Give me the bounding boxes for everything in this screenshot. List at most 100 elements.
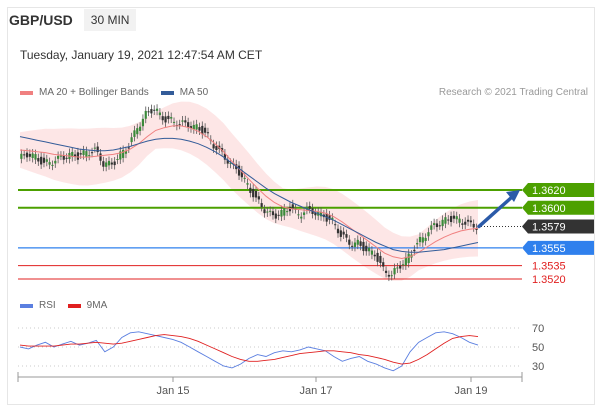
- candle-body: [271, 211, 275, 216]
- candle-body: [153, 109, 156, 111]
- candle-body: [54, 160, 57, 164]
- candle-body: [464, 221, 467, 225]
- x-tick-label: Jan 19: [454, 385, 487, 397]
- candle-body: [416, 243, 419, 245]
- candle-body: [336, 228, 340, 234]
- timeframe-selector[interactable]: 30 MIN: [83, 9, 137, 31]
- candle-body: [88, 155, 91, 157]
- candle-body: [31, 153, 34, 158]
- candle-body: [85, 151, 88, 157]
- ma50-swatch: [160, 90, 174, 95]
- candle-body: [469, 220, 472, 223]
- ma50-line: [19, 136, 479, 253]
- candle-body: [447, 219, 450, 221]
- candle-body: [379, 255, 382, 263]
- x-tick-label: Jan 15: [156, 385, 189, 397]
- candle-body: [266, 211, 269, 213]
- candle-body: [198, 127, 201, 131]
- candle-body: [269, 210, 272, 212]
- candle-body: [399, 265, 402, 269]
- candle-body: [76, 152, 80, 160]
- candle-body: [212, 144, 215, 149]
- candle-body: [226, 159, 229, 164]
- legend-ma50[interactable]: MA 50: [160, 87, 208, 98]
- timestamp: Tuesday, January 19, 2021 12:47:54 AM CE…: [20, 48, 263, 62]
- candle-body: [206, 132, 210, 134]
- rsi-swatch: [20, 303, 33, 308]
- candle-body: [181, 120, 184, 122]
- candle-body: [365, 245, 368, 252]
- candle-body: [401, 264, 405, 266]
- candle-body: [45, 159, 48, 162]
- candle-body: [136, 128, 139, 135]
- candle-body: [96, 146, 99, 153]
- price-legend: MA 20 + Bollinger Bands MA 50: [20, 87, 220, 98]
- candle-body: [359, 241, 362, 246]
- level-tag-text: 1.3600: [532, 203, 566, 215]
- candle-body: [105, 162, 108, 167]
- candle-body: [351, 245, 354, 247]
- candle-body: [73, 154, 77, 157]
- ma9-swatch: [67, 303, 81, 308]
- candle-body: [249, 187, 252, 193]
- candle-body: [305, 206, 309, 210]
- candle-body: [79, 153, 82, 155]
- candle-body: [167, 115, 170, 120]
- candle-body: [40, 156, 43, 165]
- rsi-panel: 70 50 30: [18, 323, 544, 373]
- candle-body: [28, 153, 31, 157]
- candle-body: [444, 217, 447, 224]
- candle-body: [461, 223, 464, 225]
- candle-body: [122, 149, 125, 158]
- candle-body: [393, 268, 396, 275]
- legend-rsi[interactable]: RSI: [20, 300, 56, 311]
- candle-body: [25, 152, 29, 158]
- candle-body: [319, 211, 323, 217]
- candle-body: [373, 254, 376, 257]
- legend-ma20[interactable]: MA 20 + Bollinger Bands: [20, 87, 149, 98]
- candle-body: [356, 239, 359, 245]
- chart-header: GBP/USD 30 MIN: [9, 9, 137, 31]
- candle-body: [127, 147, 130, 149]
- candle-body: [300, 216, 303, 219]
- candle-body: [37, 158, 40, 162]
- candle-body: [260, 203, 263, 207]
- candle-body: [382, 262, 385, 267]
- candle-body: [441, 219, 444, 227]
- candle-body: [164, 116, 167, 123]
- candle-body: [314, 212, 317, 216]
- candle-body: [328, 215, 331, 220]
- candle-body: [90, 152, 94, 154]
- candle-body: [430, 225, 433, 230]
- rsi-legend: RSI 9MA: [20, 300, 119, 311]
- candle-body: [201, 125, 204, 135]
- level-tag-shape: [522, 200, 594, 215]
- candle-body: [133, 130, 136, 137]
- x-tick-label: Jan 17: [299, 385, 332, 397]
- candle-body: [345, 234, 348, 238]
- candle-body: [107, 160, 111, 166]
- candle-body: [99, 153, 102, 161]
- level-tag-1.3579: 1.3579: [522, 219, 594, 234]
- candle-body: [102, 161, 105, 167]
- candle-body: [277, 214, 280, 216]
- candle-body: [342, 231, 345, 235]
- candle-body: [195, 124, 198, 130]
- candle-body: [367, 247, 371, 252]
- candle-body: [302, 212, 306, 215]
- candle-body: [82, 150, 85, 156]
- candle-body: [192, 124, 195, 130]
- candle-body: [263, 209, 266, 214]
- candle-body: [353, 242, 357, 247]
- candle-body: [144, 110, 147, 119]
- candle-body: [283, 208, 286, 216]
- candle-body: [384, 270, 388, 273]
- candle-body: [215, 145, 218, 151]
- legend-rsi-label: RSI: [39, 300, 56, 311]
- candle-body: [427, 232, 430, 237]
- legend-ma9[interactable]: 9MA: [67, 300, 107, 311]
- candle-body: [274, 213, 277, 219]
- candle-body: [110, 162, 113, 165]
- candle-body: [178, 124, 181, 126]
- candle-body: [334, 224, 337, 226]
